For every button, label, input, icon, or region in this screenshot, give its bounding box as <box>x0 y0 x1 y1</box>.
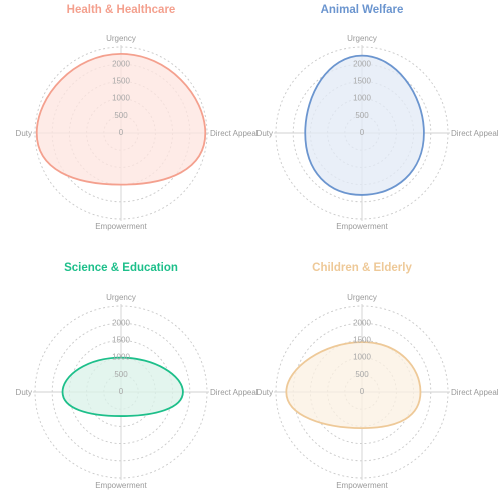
chart-title: Health & Healthcare <box>67 4 176 16</box>
axis-label-empowerment: Empowerment <box>95 481 147 490</box>
radar-panel-health-healthcare: Health & Healthcare 0 500 1000 1500 2000 Urgen… <box>16 4 258 231</box>
axis-label-duty: Duty <box>257 129 273 138</box>
tick-label: 500 <box>355 370 369 379</box>
tick-label: 500 <box>114 370 128 379</box>
axis-label-urgency: Urgency <box>347 34 377 43</box>
tick-label: 1500 <box>112 77 130 86</box>
axis-label-urgency: Urgency <box>106 34 136 43</box>
tick-label: 500 <box>355 111 369 120</box>
radar-panel-animal-welfare: Animal Welfare 0 500 1000 1500 2000 Urgency Dir… <box>257 4 499 231</box>
axis-label-urgency: Urgency <box>106 293 136 302</box>
axis-label-urgency: Urgency <box>347 293 377 302</box>
tick-label: 2000 <box>353 318 371 327</box>
axis-label-direct-appeal: Direct Appeal <box>451 129 499 138</box>
axis-label-empowerment: Empowerment <box>336 222 388 231</box>
tick-label: 0 <box>119 387 124 396</box>
axis-label-duty: Duty <box>16 129 32 138</box>
series-shape <box>285 341 422 430</box>
chart-title: Science & Education <box>64 262 178 274</box>
tick-label: 1500 <box>353 77 371 86</box>
tick-label: 1500 <box>112 336 130 345</box>
axis-label-empowerment: Empowerment <box>95 222 147 231</box>
series-shape <box>61 356 184 417</box>
radar-panel-children-elderly: Children & Elderly 0 500 1000 1500 2000 Urgenc… <box>257 262 499 490</box>
tick-label: 1000 <box>112 353 130 362</box>
series-shape <box>304 54 425 196</box>
axis-label-direct-appeal: Direct Appeal <box>210 129 258 138</box>
tick-label: 500 <box>114 111 128 120</box>
axis-label-direct-appeal: Direct Appeal <box>210 388 258 397</box>
radar-panel-science-education: Science & Education 0 500 1000 1500 2000 Urgen… <box>16 262 258 490</box>
axis-label-direct-appeal: Direct Appeal <box>451 388 499 397</box>
axis-label-empowerment: Empowerment <box>336 481 388 490</box>
axis-label-duty: Duty <box>16 388 32 397</box>
series-shape <box>35 52 207 186</box>
chart-title: Animal Welfare <box>321 4 404 16</box>
tick-label: 2000 <box>112 59 130 68</box>
tick-label: 1000 <box>353 94 371 103</box>
tick-label: 0 <box>360 128 365 137</box>
tick-label: 1000 <box>353 353 371 362</box>
chart-title: Children & Elderly <box>312 262 412 274</box>
tick-label: 0 <box>119 128 124 137</box>
axis-label-duty: Duty <box>257 388 273 397</box>
tick-label: 1500 <box>353 336 371 345</box>
tick-label: 1000 <box>112 94 130 103</box>
tick-label: 2000 <box>112 318 130 327</box>
tick-label: 2000 <box>353 59 371 68</box>
tick-label: 0 <box>360 387 365 396</box>
